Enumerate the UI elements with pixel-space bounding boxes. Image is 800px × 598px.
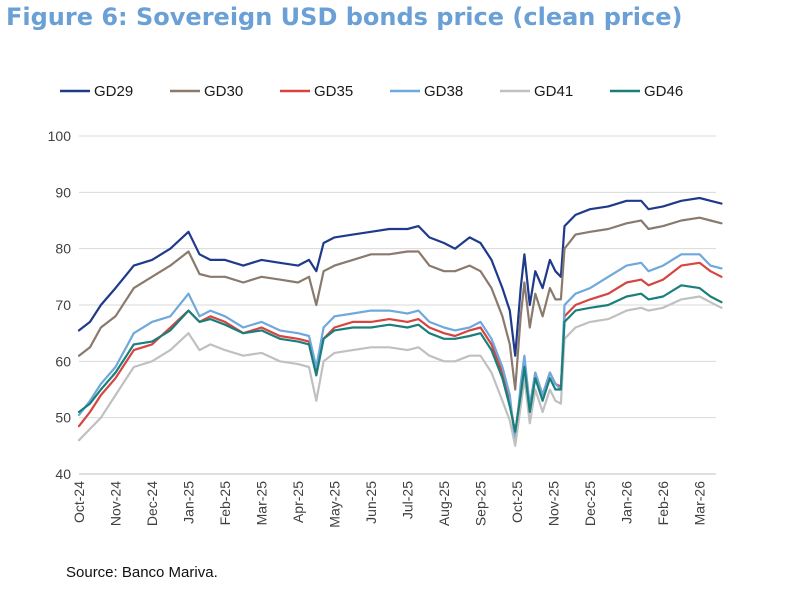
gridlines <box>79 135 716 419</box>
y-tick-label: 40 <box>55 466 71 482</box>
x-tick-label: Dec-25 <box>582 481 598 526</box>
y-axis-ticks: 40 50 60 70 80 90 100 <box>48 128 72 482</box>
x-tick-label: Jan-26 <box>619 481 635 524</box>
x-tick-label: Jan-25 <box>181 481 197 524</box>
series-line-gd30 <box>77 216 723 391</box>
legend: GD29 GD30 GD35 GD38 GD41 GD46 <box>60 83 683 100</box>
x-tick-label: Aug-25 <box>436 481 452 526</box>
y-tick-label: 90 <box>55 184 71 200</box>
x-tick-label: Mar-26 <box>692 481 708 526</box>
x-tick-label: Oct-25 <box>509 481 525 523</box>
y-tick-label: 70 <box>55 297 71 313</box>
series-line-gd38 <box>77 253 723 445</box>
y-tick-label: 60 <box>55 353 71 369</box>
series-lines <box>77 196 723 447</box>
series-line-gd35 <box>77 261 723 436</box>
series-line-gd46 <box>77 284 723 433</box>
figure-title: Figure 6: Sovereign USD bonds price (cle… <box>6 3 683 31</box>
x-tick-label: Dec-24 <box>144 481 160 526</box>
legend-label: GD30 <box>204 83 243 100</box>
x-axis-ticks: Oct-24 Nov-24 Dec-24 Jan-25 Feb-25 Mar-25 Apr-… <box>71 481 708 528</box>
source-note: Source: Banco Mariva. <box>66 564 218 581</box>
x-tick-label: Sep-25 <box>473 481 489 526</box>
y-tick-label: 50 <box>55 410 71 426</box>
series-line-gd41 <box>77 295 723 447</box>
x-tick-label: Jul-25 <box>400 481 416 519</box>
x-tick-label: Mar-25 <box>254 481 270 526</box>
x-tick-label: Oct-24 <box>71 481 87 523</box>
legend-label: GD35 <box>314 83 353 100</box>
y-tick-label: 100 <box>48 128 72 144</box>
x-tick-label: Nov-25 <box>546 481 562 526</box>
legend-label: GD41 <box>534 83 573 100</box>
legend-label: GD38 <box>424 83 463 100</box>
x-tick-label: Apr-25 <box>290 481 306 523</box>
x-tick-label: Feb-25 <box>217 481 233 526</box>
series-line-gd29 <box>77 196 723 357</box>
x-tick-label: Nov-24 <box>108 481 124 526</box>
x-tick-label: Feb-26 <box>655 481 671 526</box>
x-tick-label: Jun-25 <box>363 481 379 524</box>
legend-label: GD46 <box>644 83 683 100</box>
y-tick-label: 80 <box>55 241 71 257</box>
legend-label: GD29 <box>94 83 133 100</box>
x-tick-label: May-25 <box>327 481 343 528</box>
